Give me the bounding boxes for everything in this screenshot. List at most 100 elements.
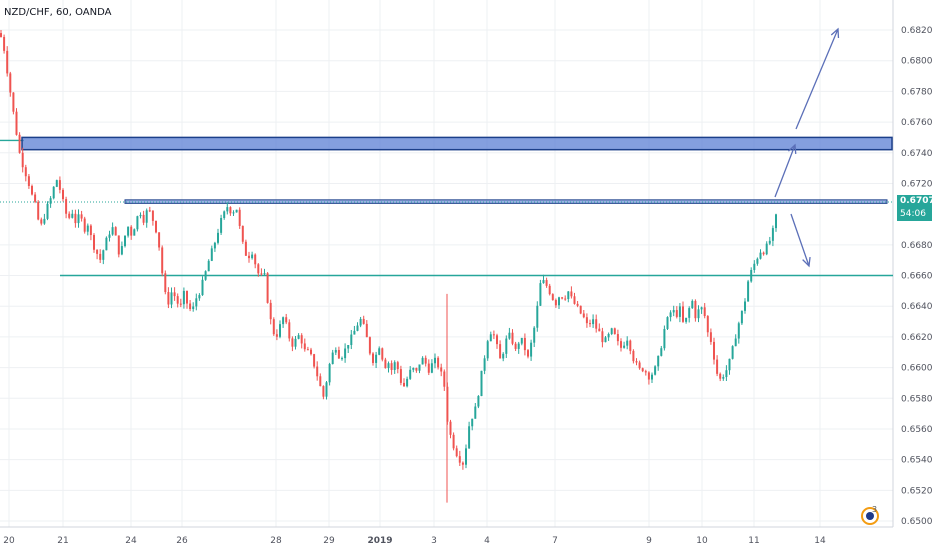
candle-body xyxy=(762,252,765,255)
candle-body xyxy=(279,324,281,337)
candle-body xyxy=(499,344,502,359)
candle-body xyxy=(728,358,731,371)
candle-body xyxy=(759,252,762,259)
candle-body xyxy=(533,327,536,343)
candle-body xyxy=(189,303,192,310)
x-tick-label: 26 xyxy=(176,536,188,546)
candle-body xyxy=(99,253,102,260)
candle-body xyxy=(700,307,703,310)
candle-body xyxy=(440,367,443,372)
candle-body xyxy=(229,207,232,214)
candle-body xyxy=(706,316,709,333)
last-price-badge: 0.67079 xyxy=(897,195,932,208)
candle-body xyxy=(192,306,195,310)
resistance-zone xyxy=(21,136,893,151)
candle-body xyxy=(542,280,545,284)
candle-body xyxy=(93,235,95,250)
candle-body xyxy=(378,348,381,355)
candle-body xyxy=(297,335,300,339)
candle-body xyxy=(319,376,322,387)
candle-body xyxy=(719,373,722,379)
logo-dot xyxy=(866,512,874,520)
candle-body xyxy=(235,209,238,213)
candle-body xyxy=(641,368,644,372)
candle-body xyxy=(561,297,564,299)
candle-body xyxy=(666,317,669,329)
candle-body xyxy=(148,210,151,212)
candle-body xyxy=(771,228,774,241)
candle-body xyxy=(52,186,55,199)
candle-body xyxy=(465,448,467,465)
candle-body xyxy=(362,318,365,324)
arrow-to-zone-head xyxy=(787,143,797,155)
candle-body xyxy=(598,328,601,332)
candle-body xyxy=(201,279,204,296)
candle-body xyxy=(124,235,126,247)
candle-body xyxy=(468,426,471,449)
candle-body xyxy=(356,325,359,331)
candle-body xyxy=(272,319,275,335)
candle-body xyxy=(300,335,303,344)
candle-body xyxy=(254,254,257,265)
candle-body xyxy=(567,291,570,300)
candle-body xyxy=(638,362,641,369)
candle-body xyxy=(496,335,498,345)
x-tick-label: 4 xyxy=(484,536,490,546)
candle-body xyxy=(455,448,458,457)
candle-body xyxy=(365,323,368,338)
candle-body xyxy=(607,333,610,338)
candle-body xyxy=(89,225,92,236)
candle-body xyxy=(610,328,613,334)
candle-body xyxy=(396,362,399,370)
logo-count: 3 xyxy=(872,505,878,514)
x-tick-label: 20 xyxy=(3,536,15,546)
candle-body xyxy=(77,214,80,224)
candle-body xyxy=(502,353,505,359)
candle-body xyxy=(452,434,455,449)
candle-body xyxy=(251,254,254,259)
candle-body xyxy=(303,343,306,350)
candle-body xyxy=(102,250,105,260)
candle-body xyxy=(651,374,653,380)
candle-body xyxy=(127,226,130,236)
candle-body xyxy=(325,382,328,397)
candle-body xyxy=(387,363,390,369)
time-axis[interactable]: 20 21 24 26 28 29 2019 3 4 7 9 10 11 14 xyxy=(0,526,893,546)
candle-body xyxy=(424,357,427,364)
candle-body xyxy=(765,243,768,255)
candle-body xyxy=(359,318,362,326)
candle-body xyxy=(3,36,6,51)
candle-body xyxy=(226,207,229,212)
tradingview-logo-icon[interactable] xyxy=(861,507,879,525)
candle-body xyxy=(626,340,629,346)
candle-body xyxy=(573,296,576,304)
candle-body xyxy=(675,310,678,317)
candle-body xyxy=(173,292,176,297)
candle-body xyxy=(511,332,514,344)
candle-body xyxy=(709,332,712,342)
candle-body xyxy=(685,317,688,322)
candle-body xyxy=(393,362,396,370)
candle-body xyxy=(399,369,402,383)
candles xyxy=(0,30,777,503)
candle-body xyxy=(486,341,489,359)
symbol-label[interactable]: NZD/CHF, 60, OANDA xyxy=(4,7,112,18)
candle-body xyxy=(40,219,43,224)
candle-body xyxy=(167,292,170,305)
candle-body xyxy=(161,247,164,274)
candle-body xyxy=(372,353,374,363)
candle-body xyxy=(241,225,244,242)
candle-body xyxy=(508,332,511,339)
x-tick-label: 7 xyxy=(552,536,558,546)
candle-body xyxy=(96,249,99,254)
candle-body xyxy=(660,348,663,356)
